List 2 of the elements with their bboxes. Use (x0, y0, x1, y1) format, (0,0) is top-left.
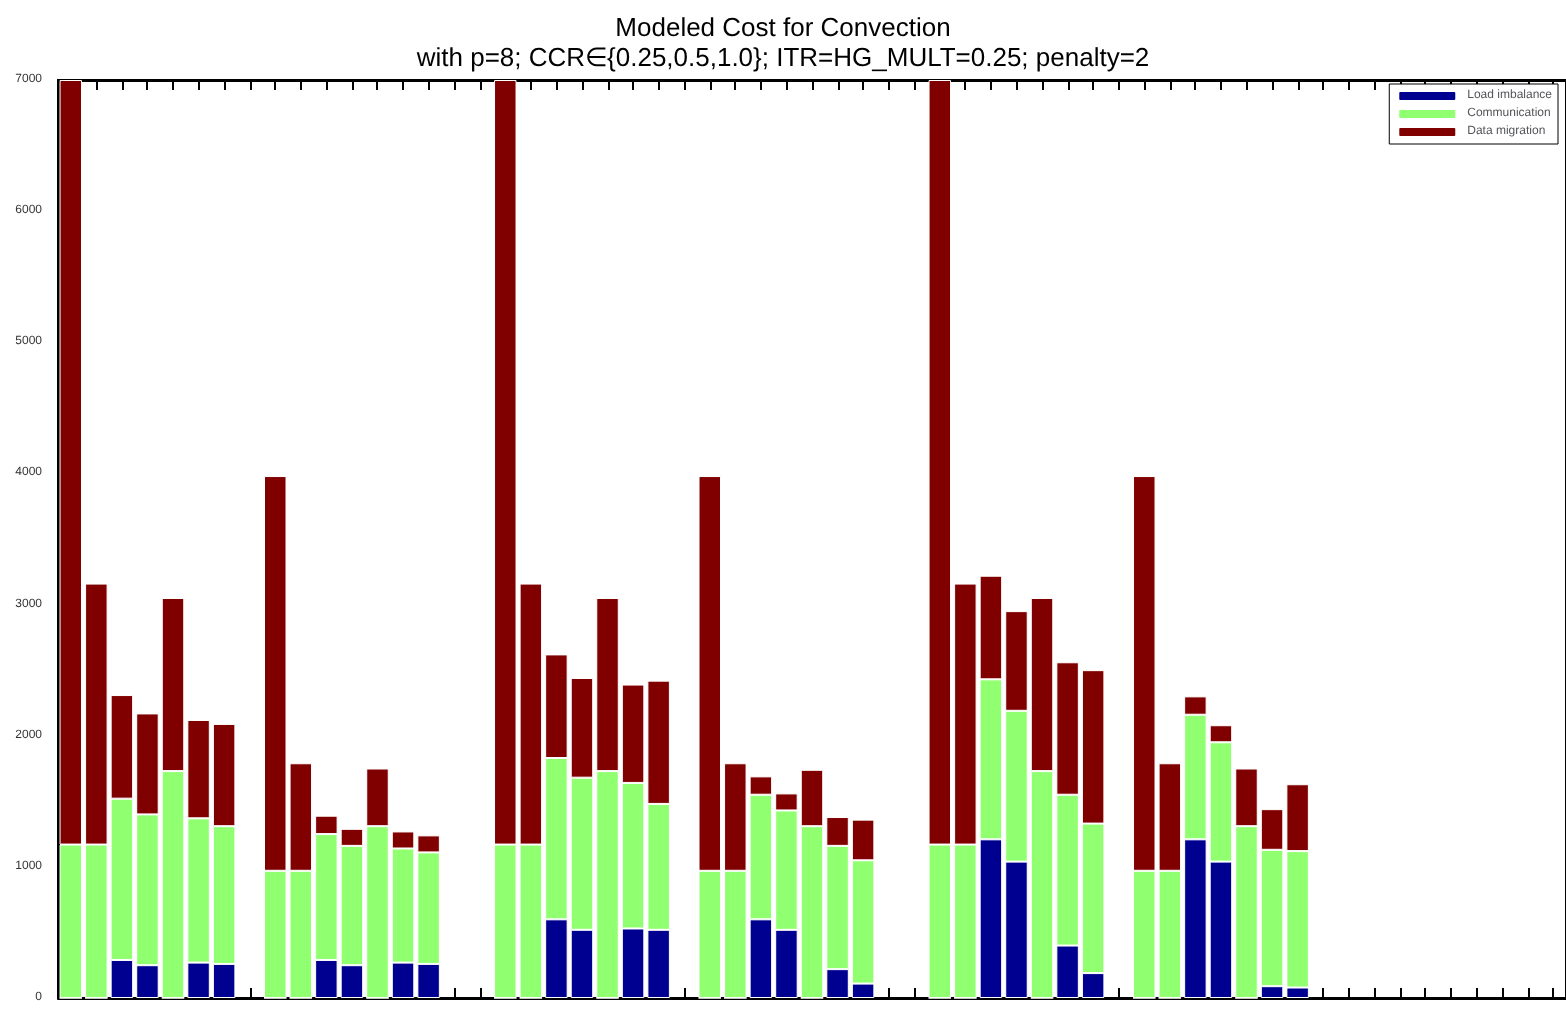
chart-title: Modeled Cost for Convection (615, 12, 951, 42)
chart-subtitle: with p=8; CCR∈{0.25,0.5,1.0}; ITR=HG_MULT=0.25; penalty=2 (414, 42, 1150, 72)
